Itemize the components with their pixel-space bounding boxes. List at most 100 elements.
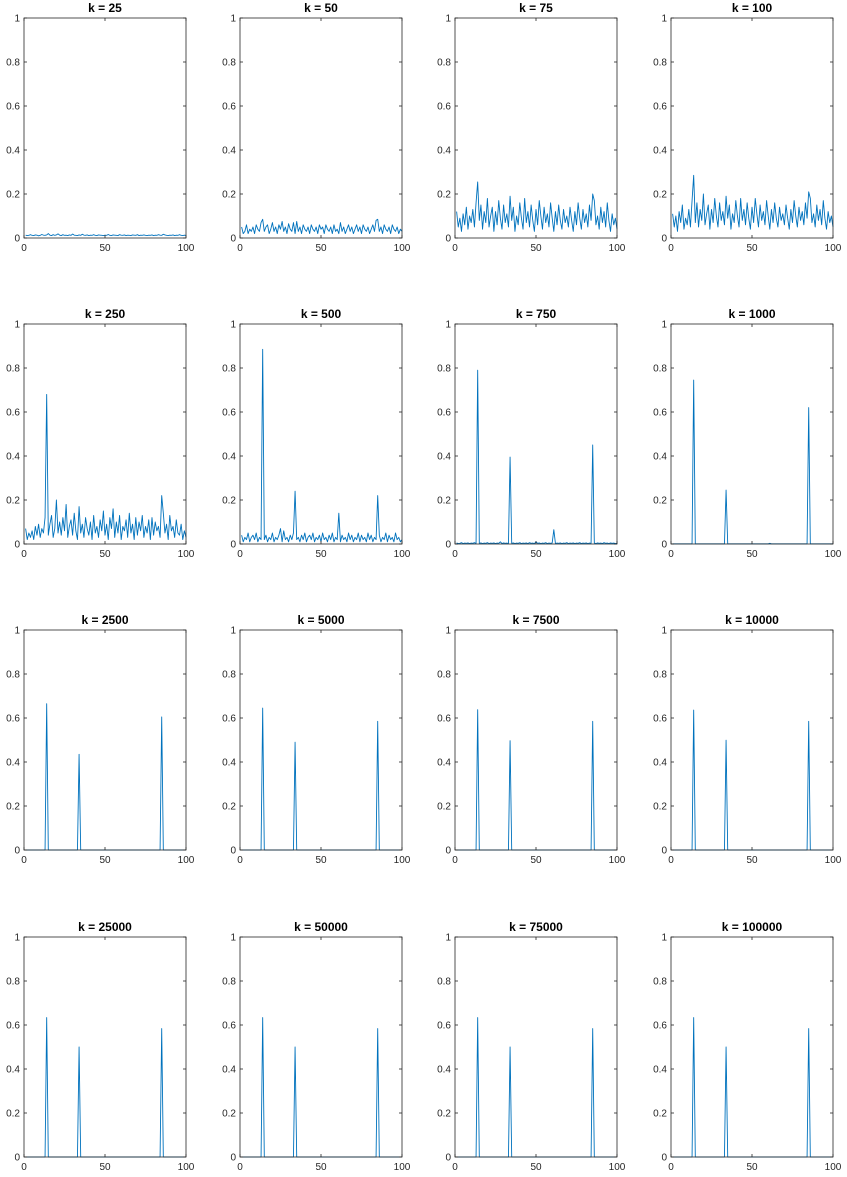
x-tick-label: 100 [178, 855, 195, 866]
y-tick-label: 0.8 [437, 58, 451, 69]
y-tick-label: 0.8 [6, 977, 20, 988]
x-tick-label: 0 [21, 1162, 27, 1173]
y-tick-label: 0.4 [437, 758, 451, 769]
y-tick-label: 0.6 [222, 1021, 236, 1032]
x-tick-label: 50 [530, 549, 542, 560]
y-tick-label: 1 [661, 933, 667, 944]
subplot-5: k = 250 0 0.2 0.4 0.6 0.8 1 0 50 100 [6, 307, 195, 560]
y-tick-label: 0 [14, 846, 20, 857]
y-tick-label: 0.2 [6, 1109, 20, 1120]
y-tick-label: 0.4 [6, 1065, 20, 1076]
y-tick-label: 0.4 [437, 146, 451, 157]
y-tick-label: 1 [445, 626, 451, 637]
y-tick-label: 0.4 [6, 758, 20, 769]
y-tick-label: 0.8 [437, 977, 451, 988]
y-tick-label: 0.2 [437, 1109, 451, 1120]
x-tick-label: 0 [21, 855, 27, 866]
y-tick-label: 0.4 [222, 146, 236, 157]
y-tick-label: 0.4 [653, 758, 667, 769]
y-tick-label: 1 [661, 626, 667, 637]
y-tick-label: 0.4 [6, 452, 20, 463]
series-line [241, 218, 403, 235]
x-tick-label: 100 [825, 549, 842, 560]
series-line [25, 393, 187, 541]
y-tick-label: 1 [661, 320, 667, 331]
subplot-1: k = 25 0 0.2 0.4 0.6 0.8 1 0 50 100 [6, 1, 195, 254]
x-tick-label: 100 [609, 1162, 626, 1173]
y-tick-label: 1 [14, 933, 20, 944]
x-tick-label: 0 [452, 1162, 458, 1173]
y-tick-label: 0.6 [653, 102, 667, 113]
y-tick-label: 0.6 [437, 408, 451, 419]
y-tick-label: 0.4 [653, 452, 667, 463]
x-tick-label: 50 [746, 243, 758, 254]
x-tick-label: 0 [668, 549, 674, 560]
subplot-title: k = 75 [519, 1, 553, 15]
x-tick-label: 0 [452, 243, 458, 254]
x-tick-label: 0 [668, 855, 674, 866]
series-line [25, 233, 187, 237]
subplot-10: k = 5000 0 0.2 0.4 0.6 0.8 1 0 50 100 [222, 613, 411, 866]
x-tick-label: 100 [825, 1162, 842, 1173]
y-tick-label: 0.8 [653, 58, 667, 69]
y-tick-label: 0.8 [6, 364, 20, 375]
subplot-title: k = 25 [88, 1, 122, 15]
y-tick-label: 0.6 [222, 408, 236, 419]
y-tick-label: 0.6 [6, 714, 20, 725]
y-tick-label: 0 [661, 540, 667, 551]
x-tick-label: 50 [99, 243, 111, 254]
y-tick-label: 0.8 [653, 977, 667, 988]
subplot-4: k = 100 0 0.2 0.4 0.6 0.8 1 0 50 100 [653, 1, 842, 254]
subplot-title: k = 25000 [78, 920, 132, 934]
subplot-title: k = 750 [516, 307, 557, 321]
x-tick-label: 100 [178, 1162, 195, 1173]
y-tick-label: 0.4 [222, 1065, 236, 1076]
y-tick-label: 0.8 [437, 670, 451, 681]
y-tick-label: 0 [661, 1153, 667, 1164]
y-tick-label: 0.2 [222, 190, 236, 201]
subplot-title: k = 500 [301, 307, 342, 321]
y-tick-label: 0.2 [653, 802, 667, 813]
y-tick-label: 1 [230, 933, 236, 944]
subplot-title: k = 100 [732, 1, 773, 15]
y-tick-label: 1 [14, 320, 20, 331]
y-tick-label: 0 [661, 234, 667, 245]
x-tick-label: 50 [315, 549, 327, 560]
y-tick-label: 0 [445, 540, 451, 551]
y-tick-label: 0 [445, 846, 451, 857]
y-tick-label: 0.2 [222, 1109, 236, 1120]
subplot-13: k = 25000 0 0.2 0.4 0.6 0.8 1 0 50 100 [6, 920, 195, 1173]
subplot-title: k = 10000 [725, 613, 779, 627]
x-tick-label: 0 [237, 243, 243, 254]
x-tick-label: 0 [452, 549, 458, 560]
y-tick-label: 0 [230, 1153, 236, 1164]
x-tick-label: 100 [609, 549, 626, 560]
y-tick-label: 0.8 [6, 58, 20, 69]
subplot-9: k = 2500 0 0.2 0.4 0.6 0.8 1 0 50 100 [6, 613, 195, 866]
subplot-title: k = 50 [304, 1, 338, 15]
subplot-11: k = 7500 0 0.2 0.4 0.6 0.8 1 0 50 100 [437, 613, 626, 866]
x-tick-label: 100 [825, 855, 842, 866]
x-tick-label: 0 [668, 243, 674, 254]
y-tick-label: 0.2 [653, 496, 667, 507]
y-tick-label: 0 [230, 846, 236, 857]
y-tick-label: 0 [230, 234, 236, 245]
x-tick-label: 50 [99, 1162, 111, 1173]
y-tick-label: 0 [14, 540, 20, 551]
x-tick-label: 50 [99, 549, 111, 560]
y-tick-label: 0 [445, 1153, 451, 1164]
x-tick-label: 100 [394, 1162, 411, 1173]
y-tick-label: 1 [445, 320, 451, 331]
y-tick-label: 0.4 [437, 1065, 451, 1076]
y-tick-label: 0.6 [222, 102, 236, 113]
x-tick-label: 0 [237, 855, 243, 866]
y-tick-label: 0 [230, 540, 236, 551]
y-tick-label: 0.2 [437, 496, 451, 507]
y-tick-label: 0.6 [437, 1021, 451, 1032]
y-tick-label: 1 [230, 626, 236, 637]
y-tick-label: 0.4 [437, 452, 451, 463]
y-tick-label: 0.6 [6, 102, 20, 113]
x-tick-label: 100 [609, 855, 626, 866]
x-tick-label: 100 [394, 549, 411, 560]
